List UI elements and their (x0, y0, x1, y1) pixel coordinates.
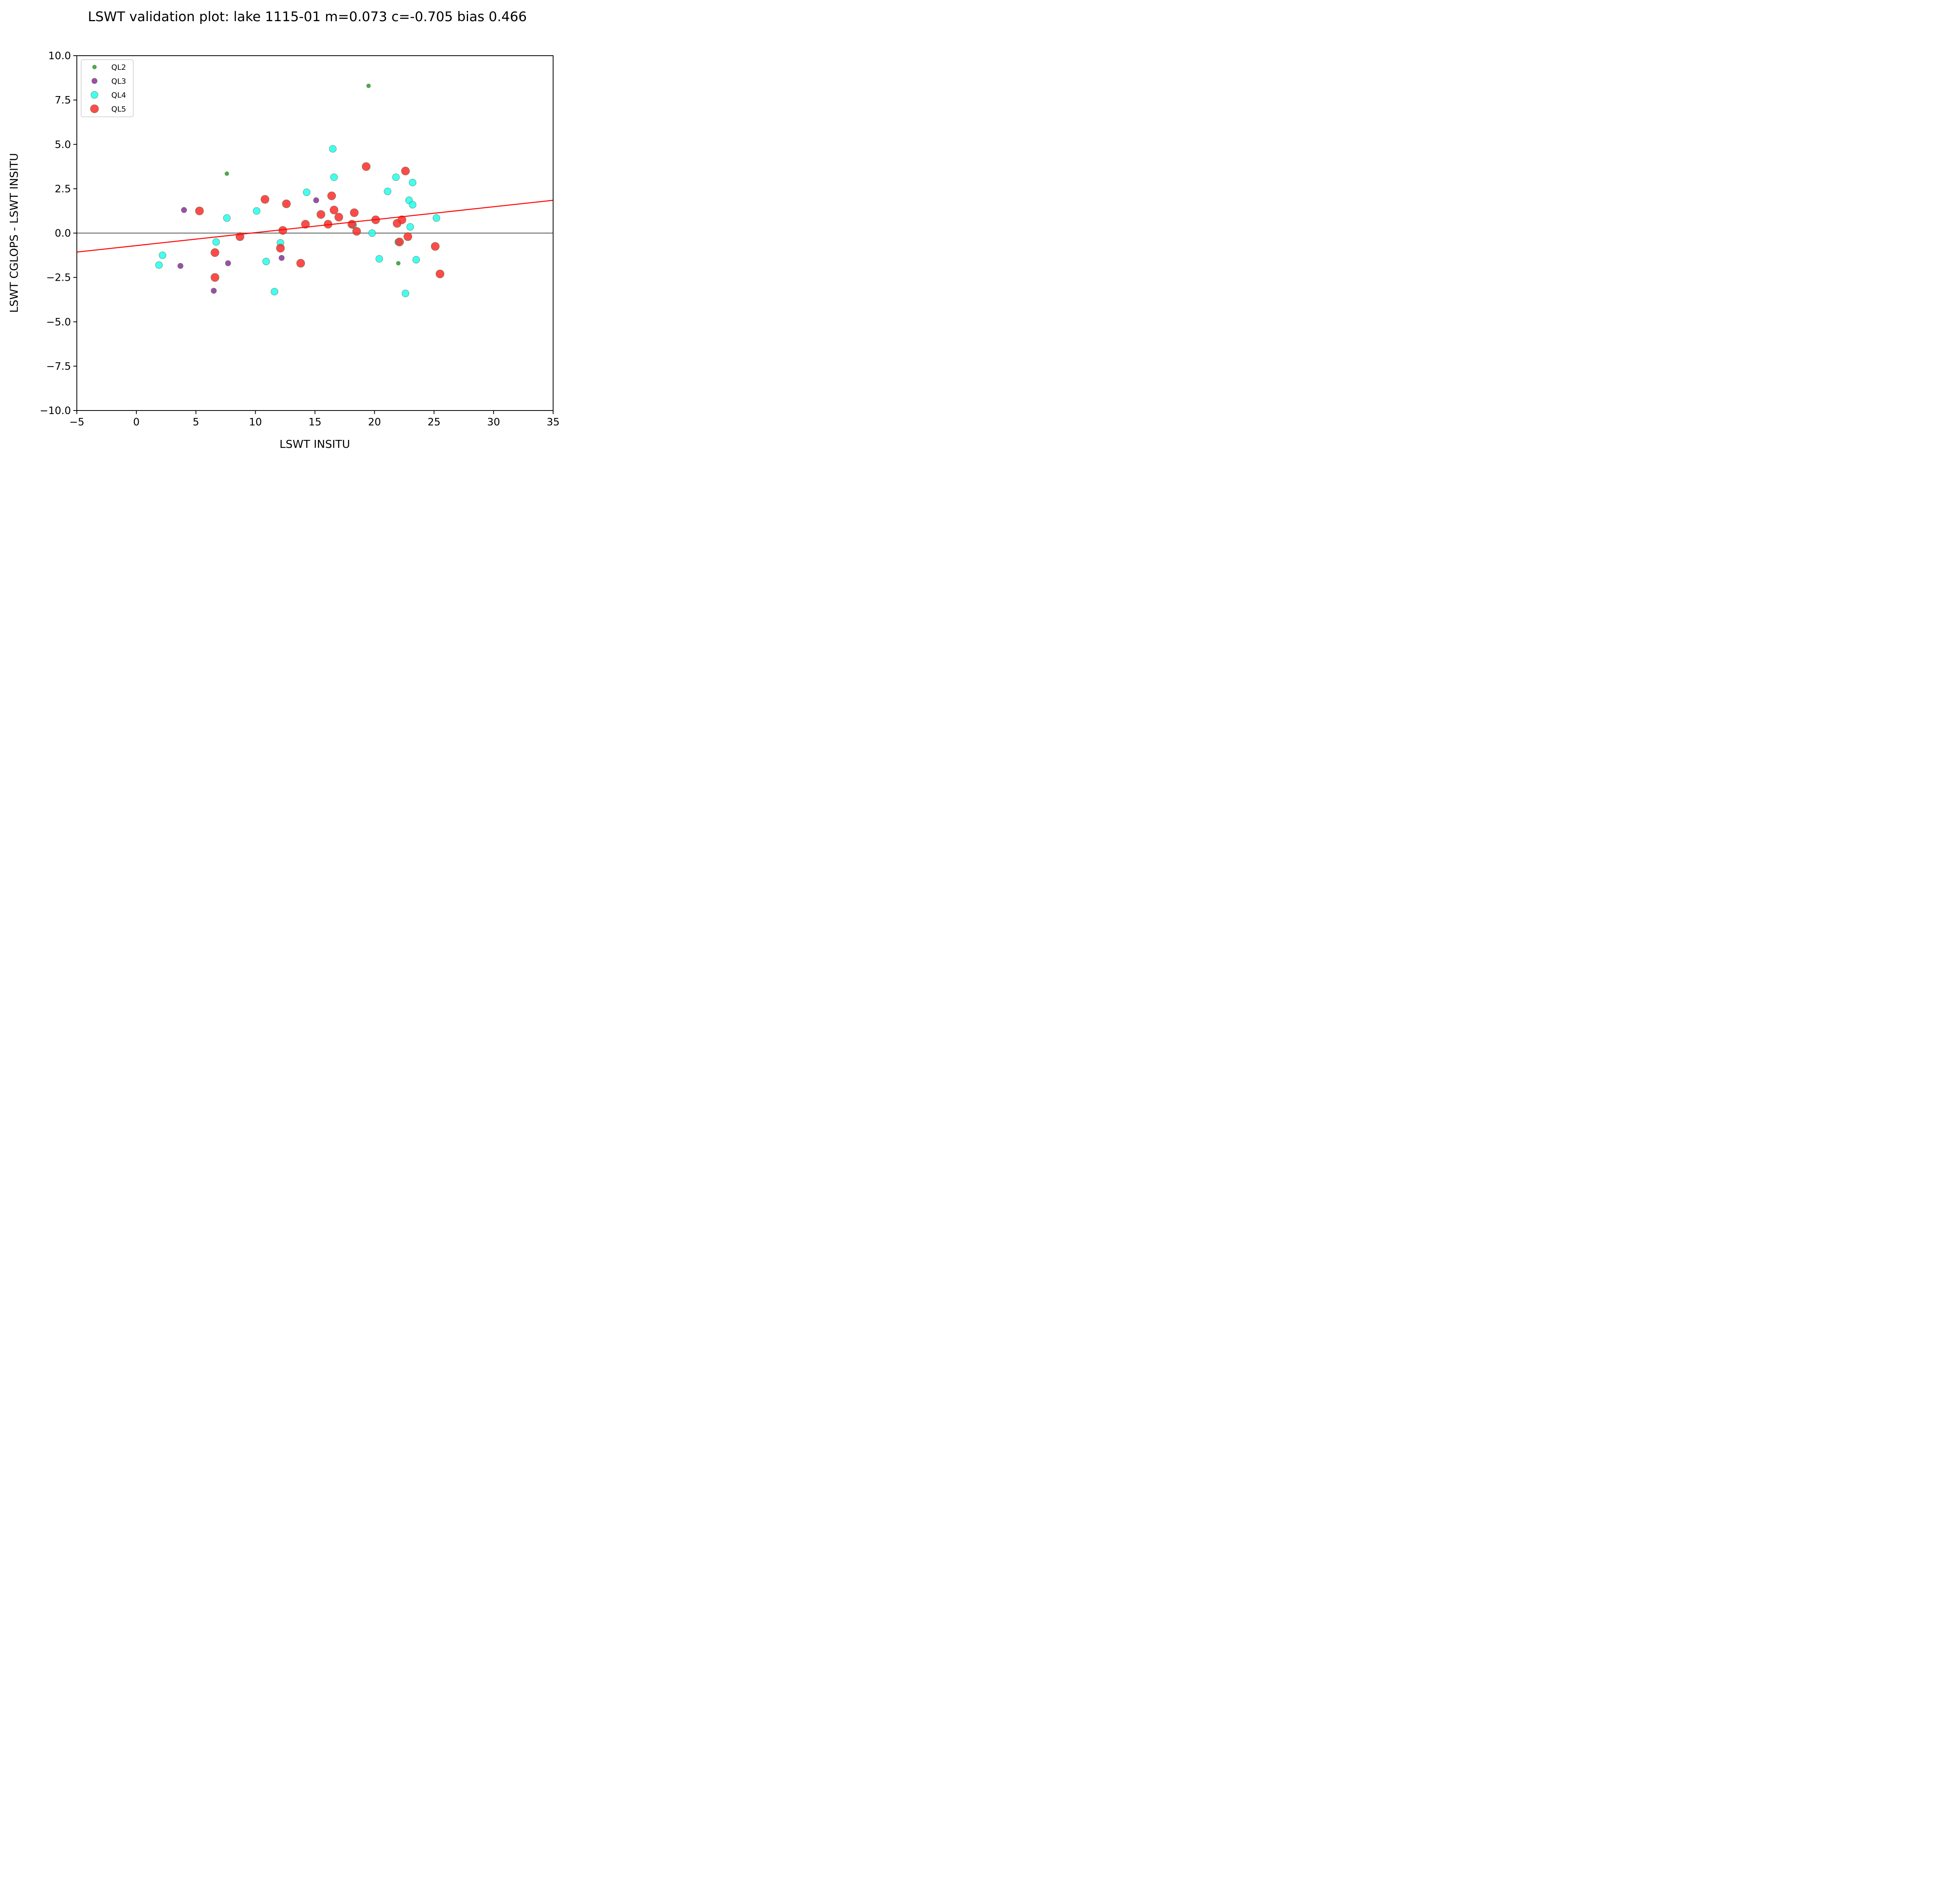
data-point-ql2 (396, 261, 401, 265)
data-point-ql5 (397, 215, 407, 224)
data-point-ql5 (401, 167, 410, 176)
legend-marker-ql3 (91, 78, 98, 84)
data-point-ql4 (262, 258, 270, 265)
data-point-ql3 (278, 255, 285, 261)
data-point-ql5 (211, 248, 220, 257)
data-point-ql3 (211, 288, 217, 294)
data-point-ql4 (384, 187, 392, 195)
legend-label-ql4: QL4 (111, 91, 126, 100)
data-point-ql5 (347, 220, 356, 229)
legend-marker-ql2 (92, 65, 97, 69)
data-point-ql5 (327, 191, 336, 200)
legend: QL2 QL3 QL4 QL5 (81, 59, 134, 117)
y-tick-label: −7.5 (46, 361, 71, 372)
data-point-ql5 (334, 213, 343, 222)
legend-frame (81, 59, 134, 117)
y-axis-label: LSWT CGLOPS - LSWT INSITU (7, 153, 20, 312)
x-tick-label: 30 (487, 416, 500, 428)
legend-marker-ql4 (91, 91, 98, 99)
data-point-ql4 (401, 289, 409, 297)
data-point-ql5 (436, 269, 445, 278)
data-point-ql4 (212, 238, 220, 246)
data-point-ql5 (350, 208, 359, 217)
data-point-ql4 (368, 229, 376, 237)
x-tick-label: 35 (546, 416, 559, 428)
x-tick-label: 25 (428, 416, 441, 428)
series-ql3 (177, 197, 319, 294)
y-tick-label: 5.0 (55, 139, 71, 151)
x-tick-label: 15 (309, 416, 321, 428)
data-point-ql5 (316, 210, 325, 219)
data-point-ql5 (296, 259, 305, 268)
data-point-ql5 (260, 195, 269, 204)
data-point-ql4 (412, 256, 420, 263)
data-point-ql5 (276, 243, 285, 253)
data-points-layer (155, 84, 445, 297)
data-point-ql5 (282, 199, 291, 208)
x-tick-label: −5 (69, 416, 84, 428)
y-axis: −10.0 −7.5 −5.0 −2.5 0.0 2.5 5.0 7.5 10.0 (40, 50, 77, 417)
data-point-ql5 (195, 206, 204, 215)
x-tick-label: 20 (368, 416, 381, 428)
data-point-ql4 (329, 145, 337, 153)
data-point-ql4 (159, 251, 167, 259)
x-tick-label: 0 (133, 416, 140, 428)
data-point-ql3 (225, 260, 231, 266)
data-point-ql2 (225, 171, 229, 176)
data-point-ql4 (409, 179, 417, 187)
data-point-ql5 (362, 162, 371, 171)
series-ql5 (195, 162, 445, 282)
data-point-ql4 (330, 173, 338, 181)
data-point-ql5 (330, 205, 339, 214)
legend-marker-ql5 (90, 104, 99, 113)
data-point-ql2 (366, 84, 371, 88)
data-point-ql5 (395, 238, 404, 247)
legend-label-ql5: QL5 (111, 105, 126, 114)
y-tick-label: −10.0 (40, 405, 71, 417)
y-tick-label: 0.0 (55, 228, 71, 240)
data-point-ql4 (155, 261, 163, 269)
data-point-ql3 (313, 197, 319, 203)
data-point-ql4 (407, 223, 414, 231)
scatter-chart: LSWT validation plot: lake 1115-01 m=0.0… (0, 0, 606, 454)
y-tick-label: 10.0 (48, 50, 71, 62)
data-point-ql4 (392, 173, 400, 181)
fit-layer (77, 200, 553, 253)
legend-label-ql2: QL2 (111, 63, 126, 72)
data-point-ql5 (431, 242, 440, 251)
data-point-ql4 (270, 288, 278, 296)
y-tick-label: 2.5 (55, 183, 71, 195)
x-tick-label: 5 (192, 416, 199, 428)
data-point-ql5 (352, 227, 361, 236)
regression-fit-line (77, 200, 553, 253)
data-point-ql4 (376, 255, 383, 263)
y-tick-label: −2.5 (46, 272, 71, 284)
data-point-ql5 (403, 232, 412, 241)
data-point-ql5 (211, 273, 220, 282)
data-point-ql4 (409, 201, 417, 209)
data-point-ql4 (432, 214, 440, 222)
x-axis-label: LSWT INSITU (279, 438, 350, 451)
data-point-ql4 (223, 214, 231, 222)
data-point-ql3 (181, 207, 187, 213)
y-tick-label: 7.5 (55, 94, 71, 106)
x-tick-label: 10 (249, 416, 262, 428)
legend-label-ql3: QL3 (111, 77, 126, 86)
data-point-ql4 (253, 207, 261, 215)
x-axis: −5 0 5 10 15 20 25 30 35 (69, 411, 560, 428)
data-point-ql3 (177, 263, 183, 269)
series-ql2 (225, 84, 401, 265)
data-point-ql4 (303, 188, 310, 196)
chart-title: LSWT validation plot: lake 1115-01 m=0.0… (88, 9, 527, 25)
data-point-ql5 (301, 220, 310, 229)
y-tick-label: −5.0 (46, 316, 71, 328)
